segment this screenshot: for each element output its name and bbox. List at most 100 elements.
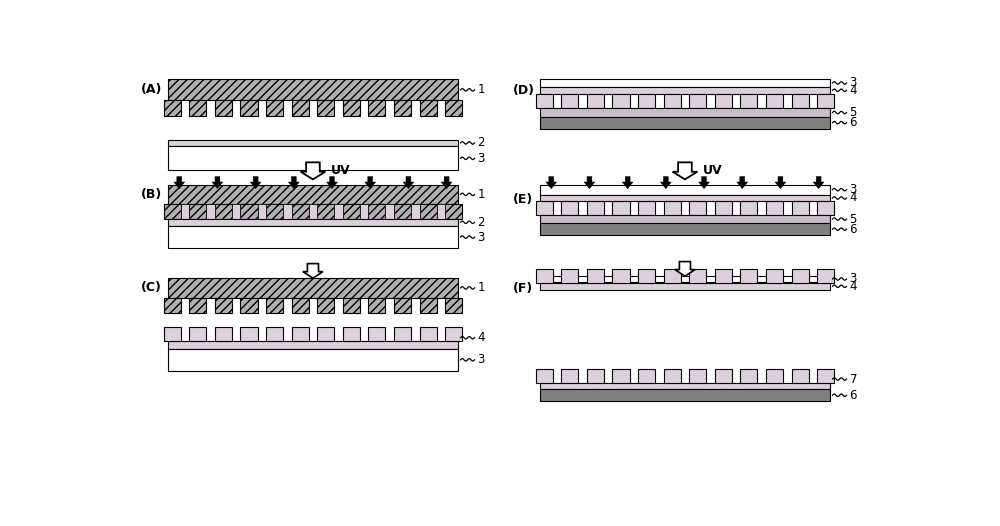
Bar [445,327,462,341]
Bar [689,269,706,283]
Bar [317,100,334,116]
Bar [164,100,181,116]
Bar [258,204,266,219]
Bar [536,369,553,383]
Text: 1: 1 [478,83,485,96]
Bar [561,269,578,283]
Bar [740,369,757,383]
Bar [664,94,681,108]
Bar [394,327,411,341]
Text: 5: 5 [850,213,857,226]
Bar [394,204,411,219]
Bar [664,201,681,215]
Bar [540,79,830,87]
Bar [232,204,240,219]
Bar [394,298,411,313]
Bar [343,100,360,116]
Polygon shape [546,177,557,189]
Bar [266,327,283,341]
Bar [368,298,385,313]
Bar [817,369,834,383]
Bar [360,204,368,219]
Bar [638,201,655,215]
Bar [168,219,458,226]
Bar [587,369,604,383]
Bar [740,269,757,283]
Polygon shape [303,264,323,278]
Polygon shape [403,177,414,189]
Bar [317,204,334,219]
Bar [164,327,181,341]
Bar [240,100,258,116]
Bar [420,327,437,341]
Bar [766,269,783,283]
Bar [334,204,343,219]
Bar [817,269,834,283]
Bar [766,369,783,383]
Bar [189,327,206,341]
Bar [292,298,309,313]
Text: (A): (A) [140,83,162,96]
Text: 4: 4 [850,84,857,97]
Text: (F): (F) [512,282,533,295]
Polygon shape [699,177,709,189]
Text: 4: 4 [478,331,485,344]
Bar [540,195,830,201]
Text: 5: 5 [850,106,857,119]
Text: UV: UV [331,164,350,177]
Bar [766,201,783,215]
Bar [445,298,462,313]
Text: 3: 3 [478,152,485,165]
Text: 3: 3 [478,230,485,244]
Bar [437,204,445,219]
Bar [540,117,830,129]
Bar [536,94,553,108]
Bar [181,204,189,219]
Bar [561,369,578,383]
Bar [638,369,655,383]
Text: 6: 6 [850,389,857,402]
Text: 2: 2 [478,216,485,229]
Bar [540,185,830,195]
Polygon shape [288,177,299,189]
Bar [612,201,630,215]
Bar [215,327,232,341]
Bar [420,204,437,219]
Bar [368,100,385,116]
Bar [368,327,385,341]
Text: 4: 4 [850,191,857,205]
Bar [168,341,458,349]
Bar [740,94,757,108]
Bar [536,201,553,215]
Polygon shape [301,163,325,179]
Bar [445,204,462,219]
Bar [540,108,830,117]
Polygon shape [660,177,671,189]
Bar [215,204,232,219]
Bar [168,140,458,146]
Bar [612,369,630,383]
Bar [817,94,834,108]
Bar [792,269,809,283]
Bar [292,100,309,116]
Bar [817,201,834,215]
Bar [766,94,783,108]
Bar [189,298,206,313]
Bar [689,369,706,383]
Bar [740,201,757,215]
Bar [343,327,360,341]
Bar [292,204,309,219]
Polygon shape [365,177,376,189]
Bar [420,298,437,313]
Bar [587,201,604,215]
Polygon shape [673,163,697,179]
Bar [189,204,206,219]
Bar [266,100,283,116]
Bar [283,204,292,219]
Text: 1: 1 [478,188,485,201]
Bar [587,269,604,283]
Bar [240,327,258,341]
Bar [168,146,458,170]
Bar [168,278,458,298]
Text: (B): (B) [140,188,162,201]
